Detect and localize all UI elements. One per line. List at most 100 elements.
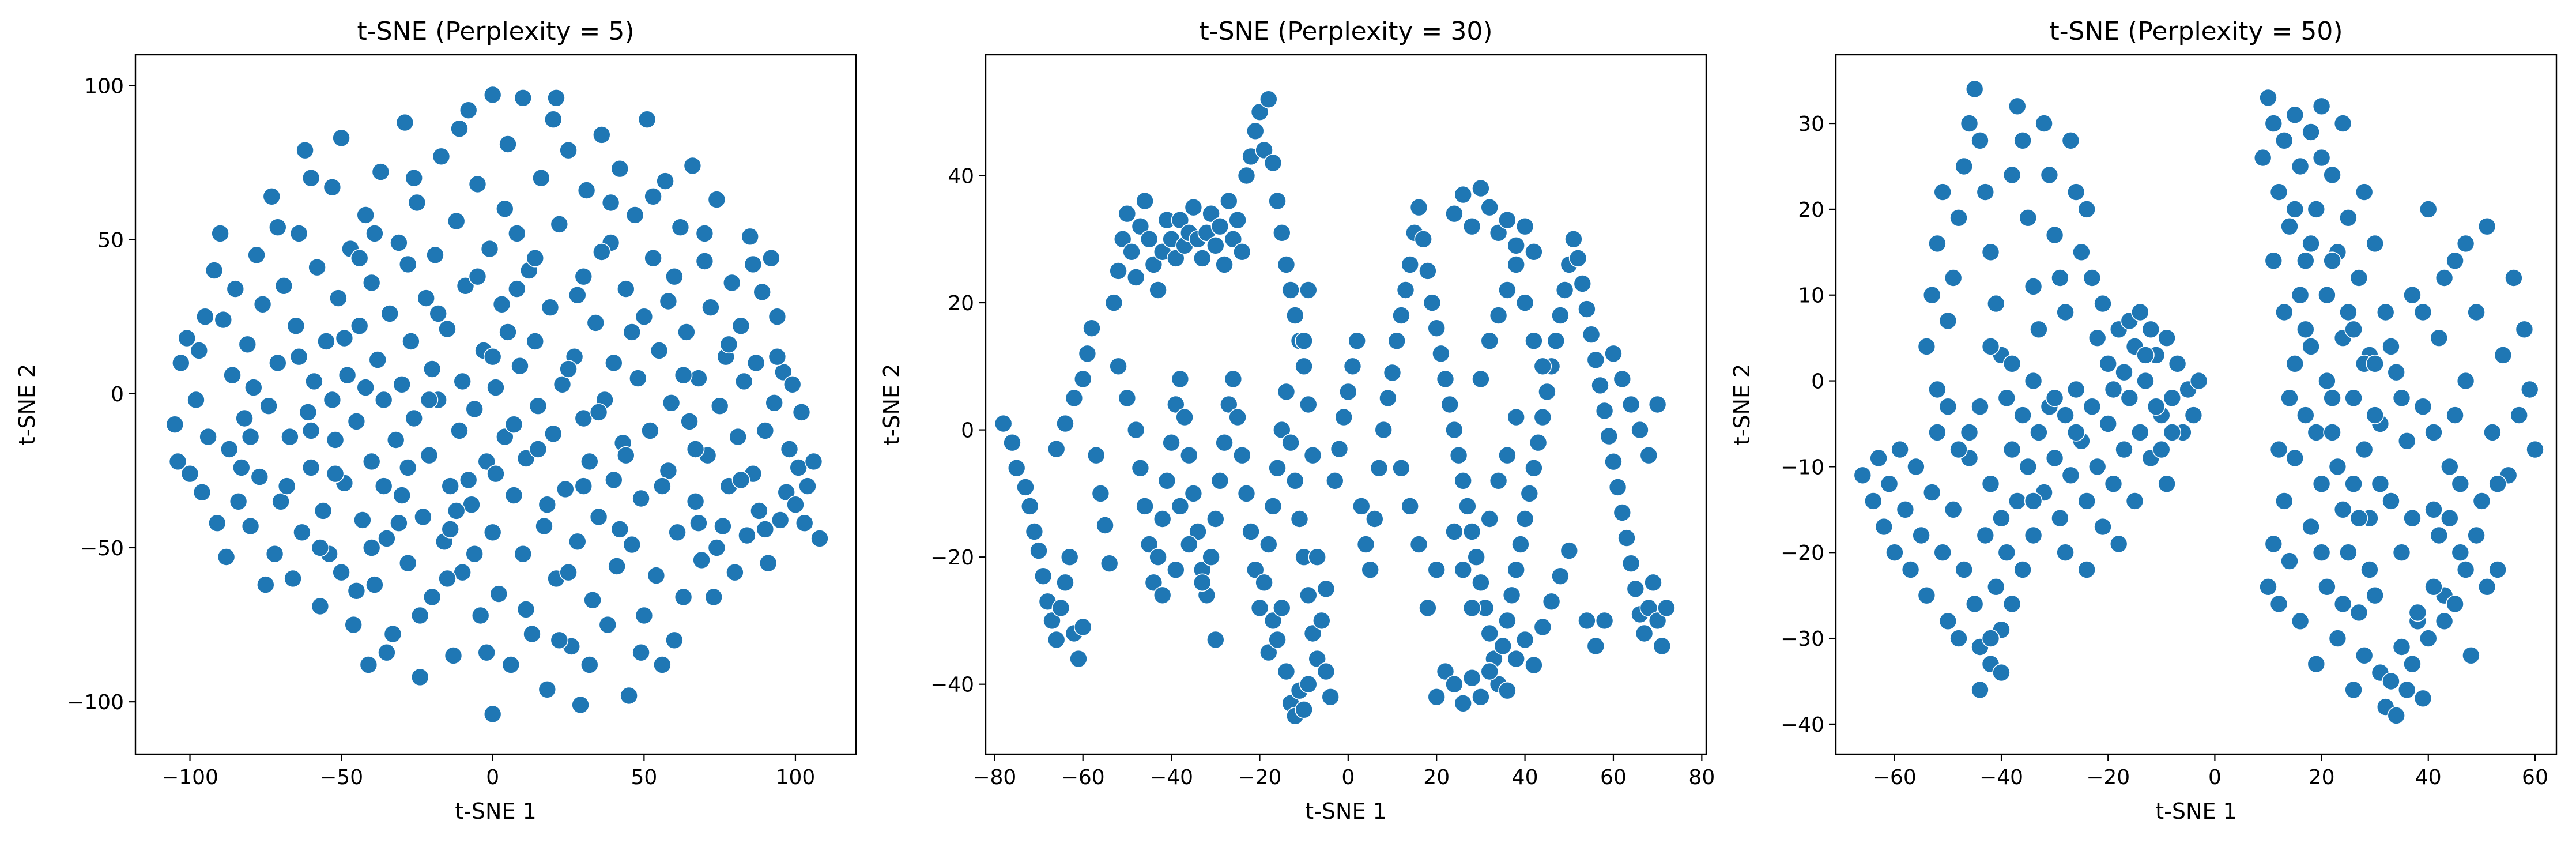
data-point: [2323, 251, 2341, 270]
data-point: [1193, 249, 1212, 268]
data-point: [1264, 153, 1283, 172]
data-point: [2413, 303, 2432, 322]
data-point: [659, 292, 678, 311]
data-point: [1140, 535, 1159, 554]
data-point: [1507, 408, 1525, 427]
data-point: [402, 332, 420, 351]
data-point: [405, 409, 424, 428]
data-point: [2333, 114, 2352, 133]
data-point: [2403, 285, 2422, 304]
data-point: [531, 168, 550, 187]
data-point: [1480, 198, 1499, 217]
data-point: [2275, 303, 2294, 322]
data-point: [1299, 395, 1318, 414]
plot-frame: [1835, 54, 2558, 755]
data-point: [1621, 395, 1640, 414]
data-point: [1308, 548, 1326, 567]
data-point: [644, 249, 662, 268]
data-point: [1653, 637, 1672, 656]
data-point: [1907, 457, 1925, 476]
data-point: [1299, 586, 1318, 605]
data-point: [1184, 484, 1203, 503]
data-point: [656, 172, 674, 190]
data-point: [2397, 431, 2416, 450]
chart-title: t-SNE (Perplexity = 50): [2049, 17, 2343, 46]
data-point: [2403, 509, 2422, 528]
data-point: [2371, 475, 2390, 494]
data-point: [2467, 303, 2486, 322]
data-point: [326, 464, 345, 483]
data-point: [1928, 234, 1947, 253]
data-point: [768, 347, 787, 366]
data-point: [1480, 332, 1499, 351]
data-point: [1255, 573, 1273, 592]
data-point: [1153, 510, 1172, 528]
data-point: [362, 273, 381, 292]
data-point: [1445, 522, 1464, 541]
data-point: [1445, 420, 1464, 439]
data-point: [1901, 560, 1920, 579]
data-point: [244, 378, 263, 397]
data-point: [286, 317, 306, 336]
data-point: [2435, 269, 2454, 287]
x-tick-label: −20: [1238, 766, 1281, 789]
data-point: [1912, 526, 1930, 545]
data-point: [1171, 497, 1190, 515]
data-point: [2280, 552, 2299, 570]
data-point: [1564, 229, 1583, 249]
data-point: [1295, 701, 1313, 719]
data-point: [483, 85, 502, 104]
data-point: [426, 246, 444, 265]
data-point: [2446, 251, 2464, 270]
data-point: [1987, 294, 2005, 313]
data-point: [753, 283, 771, 302]
data-point: [750, 502, 768, 520]
data-point: [2024, 492, 2043, 510]
data-point: [486, 464, 505, 483]
data-point: [608, 557, 626, 575]
data-point: [2030, 320, 2048, 339]
data-point: [2008, 492, 2027, 510]
data-point: [405, 168, 424, 187]
data-point: [786, 495, 805, 514]
data-point: [2397, 680, 2416, 699]
data-point: [1454, 560, 1472, 579]
data-point: [511, 356, 529, 375]
data-point: [1060, 548, 1079, 567]
data-point: [2387, 706, 2406, 725]
data-point: [187, 390, 205, 409]
data-point: [1928, 423, 1947, 442]
data-point: [1525, 656, 1543, 675]
data-point: [1180, 535, 1198, 554]
data-point: [2440, 457, 2459, 476]
data-point: [2344, 389, 2363, 408]
data-point: [516, 600, 535, 619]
data-point: [235, 409, 254, 428]
data-point: [1167, 395, 1185, 414]
data-point: [2323, 389, 2341, 408]
data-point: [601, 193, 620, 212]
data-point: [393, 486, 412, 505]
x-tick-label: 20: [2309, 766, 2335, 789]
data-point: [293, 523, 311, 542]
data-point: [689, 369, 708, 387]
data-point: [374, 390, 393, 409]
data-point: [635, 307, 654, 326]
data-point: [1184, 198, 1203, 217]
data-point: [2280, 389, 2299, 408]
data-point: [2302, 337, 2320, 356]
data-point: [2104, 380, 2123, 399]
data-point: [1644, 573, 1662, 592]
data-point: [356, 378, 375, 397]
data-point: [492, 295, 511, 314]
data-point: [1299, 675, 1318, 694]
data-point: [2024, 526, 2043, 545]
data-point: [647, 566, 666, 585]
data-point: [398, 554, 417, 573]
data-point: [277, 477, 296, 495]
data-point: [429, 304, 448, 323]
data-point: [686, 492, 705, 511]
x-axis-label: t-SNE 1: [455, 799, 536, 824]
data-point: [2013, 131, 2032, 150]
data-point: [2302, 517, 2320, 536]
